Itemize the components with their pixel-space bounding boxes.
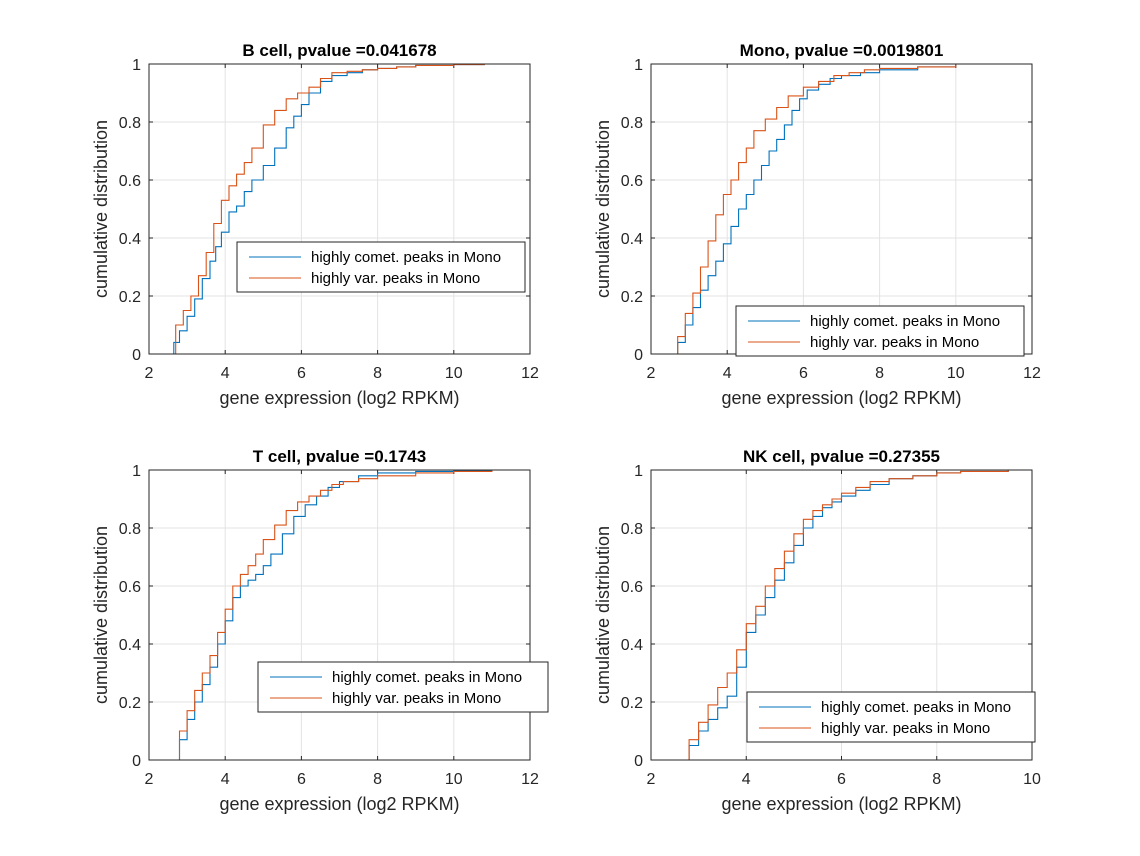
legend: highly comet. peaks in Mono highly var. p… [746,691,1036,743]
y-tick-label: 0.4 [119,231,141,248]
y-tick-label: 0.2 [621,289,643,306]
series-line-var [171,470,493,761]
chart-title: NK cell, pvalue =0.27355 [743,447,940,466]
legend-entry: highly comet. peaks in Mono [810,313,1000,330]
x-tick-label: 6 [297,365,306,382]
y-tick-label: 0 [132,347,141,364]
x-tick-label: 6 [297,771,306,788]
y-tick-label: 0.6 [621,579,643,596]
axes-box [650,469,1033,761]
y-axis-label: cumulative distribution [593,120,613,298]
legend-entry: highly comet. peaks in Mono [311,249,501,266]
x-tick-label: 12 [1023,365,1041,382]
series-line-var [679,470,1009,761]
x-tick-label: 2 [145,365,154,382]
x-axis-label: gene expression (log2 RPKM) [721,794,961,814]
x-tick-label: 10 [1023,771,1041,788]
y-tick-label: 0.2 [119,695,141,712]
y-tick-label: 0.8 [621,115,643,132]
x-tick-label: 12 [521,771,539,788]
legend-box [257,661,549,713]
x-tick-label: 8 [932,771,941,788]
x-axis-label: gene expression (log2 RPKM) [219,794,459,814]
x-tick-label: 2 [647,771,656,788]
legend: highly comet. peaks in Mono highly var. p… [236,241,526,293]
y-tick-label: 0.4 [119,637,141,654]
legend-box [746,691,1036,743]
chart-title: T cell, pvalue =0.1743 [253,447,426,466]
legend: highly comet. peaks in Mono highly var. p… [257,661,549,713]
y-tick-label: 0 [634,347,643,364]
x-axis-label: gene expression (log2 RPKM) [219,388,459,408]
legend-entry: highly var. peaks in Mono [332,690,501,707]
y-tick-label: 0.4 [621,637,643,654]
y-tick-label: 0.6 [621,173,643,190]
y-axis-label: cumulative distribution [91,120,111,298]
x-tick-label: 4 [221,771,230,788]
chart-title: B cell, pvalue =0.041678 [242,41,436,60]
x-tick-label: 10 [445,365,463,382]
y-tick-label: 0.8 [119,521,141,538]
chart-panel-1: 2 4 6 8 10 12 0 0.2 0.4 0.6 0.8 1 B cell, pvalue =0.… [91,41,539,408]
x-axis-label: gene expression (log2 RPKM) [721,388,961,408]
x-tick-label: 10 [445,771,463,788]
x-tick-label: 2 [145,771,154,788]
y-tick-label: 0 [634,753,643,770]
y-tick-label: 1 [634,463,643,480]
y-tick-label: 0.8 [621,521,643,538]
x-tick-label: 2 [647,365,656,382]
axes-box [148,469,531,761]
legend-entry: highly var. peaks in Mono [311,270,480,287]
legend-entry: highly comet. peaks in Mono [821,699,1011,716]
chart-panel-3: 2 4 6 8 10 12 0 0.2 0.4 0.6 0.8 1 T cell, pvalue =0.… [91,447,549,814]
series-line-comet [673,64,957,355]
y-axis-label: cumulative distribution [91,526,111,704]
plot-area [149,470,530,760]
x-tick-label: 4 [723,365,732,382]
x-tick-label: 4 [742,771,751,788]
x-tick-label: 8 [875,365,884,382]
series-line-var [673,64,957,355]
x-tick-label: 10 [947,365,965,382]
chart-title: Mono, pvalue =0.0019801 [740,41,944,60]
x-tick-label: 6 [799,365,808,382]
x-tick-label: 8 [373,771,382,788]
y-tick-label: 1 [132,57,141,74]
y-tick-label: 0.8 [119,115,141,132]
legend: highly comet. peaks in Mono highly var. p… [735,305,1025,357]
y-tick-label: 0.6 [119,579,141,596]
chart-panel-2: 2 4 6 8 10 12 0 0.2 0.4 0.6 0.8 1 Mono, pvalue =0.00… [593,41,1041,408]
y-tick-label: 0.4 [621,231,643,248]
plot-area [149,64,530,354]
y-axis-label: cumulative distribution [593,526,613,704]
legend-box [735,305,1025,357]
legend-entry: highly var. peaks in Mono [821,720,990,737]
y-tick-label: 0 [132,753,141,770]
y-tick-label: 0.6 [119,173,141,190]
y-tick-label: 1 [132,463,141,480]
legend-entry: highly comet. peaks in Mono [332,669,522,686]
y-tick-label: 0.2 [119,289,141,306]
axes-box [148,63,531,355]
x-tick-label: 4 [221,365,230,382]
y-tick-label: 1 [634,57,643,74]
chart-panel-4: 2 4 6 8 10 0 0.2 0.4 0.6 0.8 1 NK cell, pvalue =0.2… [593,447,1041,814]
y-tick-label: 0.2 [621,695,643,712]
x-tick-label: 12 [521,365,539,382]
legend-entry: highly var. peaks in Mono [810,334,979,351]
legend-box [236,241,526,293]
x-tick-label: 6 [837,771,846,788]
series-line-var [171,64,485,355]
x-tick-label: 8 [373,365,382,382]
